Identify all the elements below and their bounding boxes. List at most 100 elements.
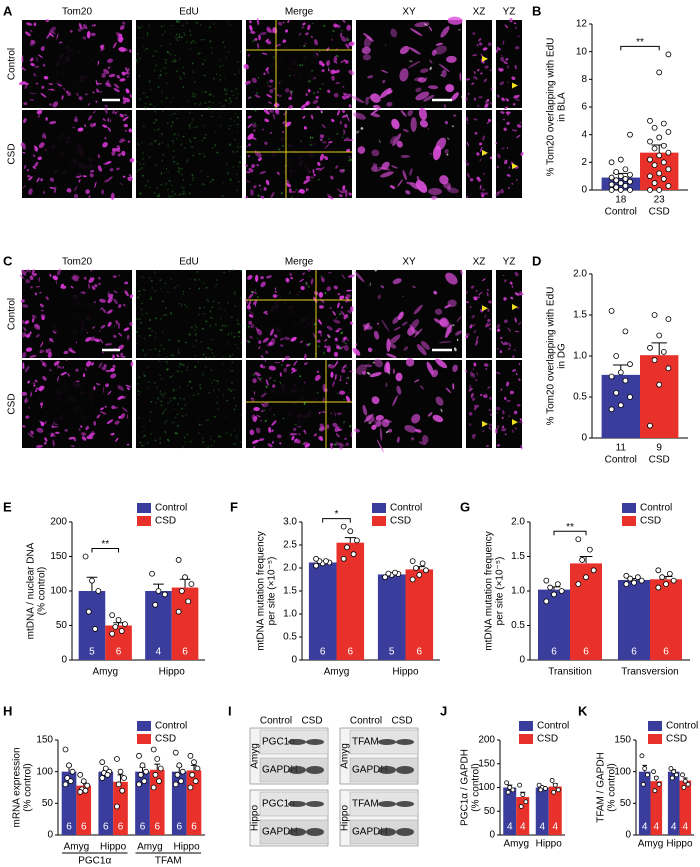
data-point	[660, 120, 667, 127]
signal	[402, 295, 404, 297]
signal	[303, 126, 307, 130]
signal	[307, 24, 311, 31]
signal	[438, 341, 452, 344]
signal	[215, 283, 218, 286]
signal	[143, 288, 146, 291]
signal	[75, 341, 77, 344]
signal	[124, 290, 129, 297]
data-point	[178, 778, 184, 785]
signal	[416, 175, 421, 183]
signal	[339, 120, 342, 125]
signal	[191, 62, 194, 65]
signal	[419, 385, 425, 390]
signal	[177, 170, 180, 173]
signal	[514, 427, 517, 430]
signal	[199, 387, 202, 389]
data-point	[423, 567, 429, 574]
signal	[232, 151, 235, 153]
signal	[508, 415, 511, 418]
signal	[237, 165, 240, 168]
signal	[158, 359, 161, 362]
signal	[481, 194, 485, 198]
signal	[109, 118, 112, 123]
signal	[228, 97, 231, 100]
signal	[323, 345, 329, 348]
signal	[140, 141, 143, 144]
signal	[147, 327, 151, 330]
signal	[182, 293, 185, 295]
micrograph	[496, 270, 524, 358]
signal	[409, 324, 412, 328]
signal	[209, 40, 212, 43]
signal	[251, 291, 254, 294]
signal	[85, 336, 92, 342]
signal	[284, 29, 289, 33]
signal	[170, 354, 173, 357]
signal	[267, 85, 272, 88]
signal	[385, 430, 389, 434]
data-point	[82, 787, 89, 794]
legend-swatch	[137, 516, 151, 526]
signal	[89, 123, 94, 128]
signal	[189, 126, 191, 129]
data-point	[647, 138, 653, 145]
micrograph	[464, 110, 493, 198]
data-point	[340, 523, 347, 530]
signal	[45, 349, 48, 354]
signal	[371, 149, 380, 157]
signal	[72, 436, 77, 442]
data-point	[115, 617, 122, 623]
signal	[167, 171, 170, 173]
signal	[161, 412, 164, 415]
signal	[322, 383, 326, 391]
micrograph	[465, 360, 493, 448]
x-tick-label: Hippo	[666, 839, 693, 850]
data-point	[622, 328, 629, 335]
signal	[196, 21, 198, 24]
signal	[511, 76, 516, 81]
signal	[169, 397, 171, 400]
signal	[182, 364, 185, 366]
signal	[386, 353, 397, 359]
legend-swatch	[137, 734, 151, 744]
data-point	[656, 69, 663, 76]
signal	[24, 396, 27, 404]
signal	[138, 335, 141, 337]
data-point	[136, 752, 142, 759]
signal	[519, 121, 522, 124]
signal	[335, 442, 343, 446]
signal	[347, 376, 350, 380]
signal	[289, 291, 291, 295]
signal	[112, 42, 117, 49]
signal	[218, 437, 220, 439]
data-point	[542, 786, 548, 791]
signal	[477, 178, 482, 182]
micrograph	[351, 16, 464, 109]
signal	[434, 308, 443, 315]
signal	[41, 85, 45, 89]
data-point	[313, 555, 319, 562]
data-point	[651, 312, 658, 318]
data-point	[554, 581, 561, 587]
signal	[27, 380, 30, 384]
signal	[36, 177, 40, 183]
signal	[371, 165, 378, 172]
signal	[496, 323, 501, 329]
signal	[191, 173, 194, 177]
bar	[650, 781, 663, 835]
data-point	[149, 570, 155, 577]
signal	[34, 65, 38, 68]
y-tick-label: 1.0	[283, 609, 297, 620]
signal	[332, 422, 338, 428]
signal	[178, 76, 180, 78]
signal	[158, 350, 161, 353]
band	[288, 828, 306, 836]
signal	[119, 138, 125, 144]
signal	[158, 354, 160, 356]
signal	[143, 50, 146, 52]
signal	[251, 397, 255, 402]
column-label: YZ	[503, 7, 516, 18]
signal	[188, 111, 191, 114]
data-point	[613, 169, 620, 175]
signal	[303, 179, 312, 182]
